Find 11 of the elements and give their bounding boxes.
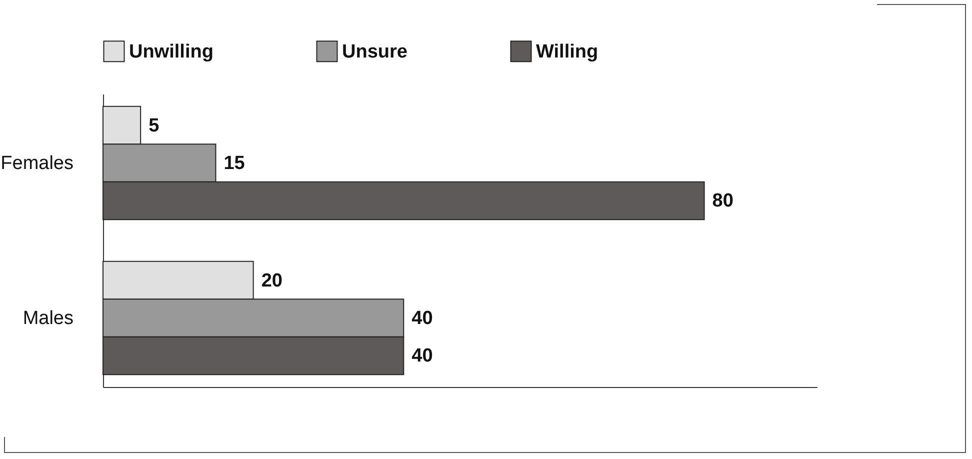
data-label: 40 bbox=[412, 308, 433, 330]
data-label: 40 bbox=[412, 346, 433, 367]
legend-label: Unwilling bbox=[129, 41, 214, 62]
data-label: 80 bbox=[712, 190, 734, 212]
data-label: 15 bbox=[224, 152, 246, 174]
y-tick-label: Females bbox=[0, 152, 74, 174]
legend-label: Willing bbox=[536, 41, 598, 62]
data-label: 20 bbox=[261, 270, 282, 292]
legend-label: Unsure bbox=[342, 41, 408, 62]
data-label: 5 bbox=[148, 115, 160, 136]
y-tick-label: Males bbox=[22, 308, 74, 330]
